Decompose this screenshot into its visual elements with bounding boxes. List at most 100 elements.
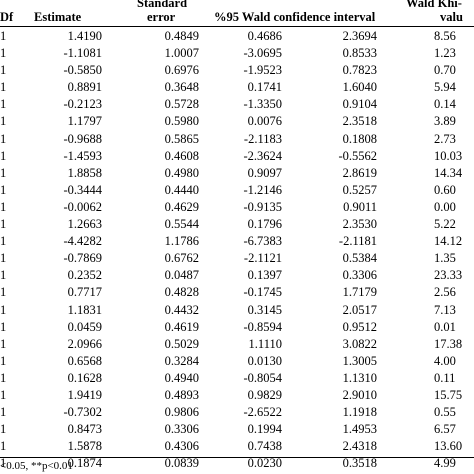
- cell-ci-upper: 2.3518: [342, 114, 377, 129]
- cell-ci-upper: 0.5384: [342, 251, 377, 266]
- cell-estimate: -0.7302: [63, 405, 102, 420]
- cell-estimate: 1.1797: [67, 114, 102, 129]
- cell-wald-value: 17.38: [434, 336, 463, 351]
- cell-df: 1: [0, 302, 7, 317]
- cell-wald-value: 0.70: [434, 63, 456, 78]
- cell-standard-error: 0.3306: [164, 422, 199, 437]
- cell-df: 1: [0, 46, 7, 61]
- cell-estimate: 0.8473: [67, 422, 102, 437]
- cell-estimate: 0.1628: [67, 370, 102, 385]
- table-row: 1 0.0459 0.4619 -0.8594 0.9512 0.01: [0, 319, 474, 336]
- table-row: 1 0.1874 0.0839 0.0230 0.3518 4.99: [0, 455, 474, 472]
- cell-wald-value: 0.01: [434, 319, 456, 334]
- cell-standard-error: 0.3284: [164, 353, 199, 368]
- cell-ci-lower: -0.9135: [243, 199, 282, 214]
- cell-wald-value: 14.12: [434, 234, 463, 249]
- cell-standard-error: 0.4629: [164, 199, 199, 214]
- cell-ci-lower: 0.1796: [247, 217, 282, 232]
- cell-df: 1: [0, 370, 7, 385]
- cell-standard-error: 0.4849: [164, 29, 199, 43]
- cell-ci-upper: 0.9512: [342, 319, 377, 334]
- cell-df: 1: [0, 63, 7, 78]
- table-row: 1 1.2663 0.5544 0.1796 2.3530 5.22: [0, 216, 474, 233]
- cell-ci-lower: -0.8054: [243, 370, 282, 385]
- table-row: 1 1.1831 0.4432 0.3145 2.0517 7.13: [0, 302, 474, 319]
- table-row: 1 -0.7869 0.6762 -2.1121 0.5384 1.35: [0, 250, 474, 267]
- cell-wald-value: 1.23: [434, 46, 456, 61]
- cell-ci-lower: 0.1397: [247, 268, 282, 283]
- cell-wald-value: 13.60: [434, 439, 463, 454]
- cell-standard-error: 0.4828: [164, 285, 199, 300]
- table-row: 1 0.8891 0.3648 0.1741 1.6040 5.94: [0, 79, 474, 96]
- cell-standard-error: 0.0487: [164, 268, 199, 283]
- cell-estimate: 0.6568: [67, 353, 102, 368]
- cell-wald-value: 7.13: [434, 302, 456, 317]
- table-row: 1 0.2352 0.0487 0.1397 0.3306 23.33: [0, 267, 474, 284]
- cell-ci-lower: -1.2146: [243, 182, 282, 197]
- cell-df: 1: [0, 182, 7, 197]
- cell-df: 1: [0, 114, 7, 129]
- cell-ci-upper: 1.3005: [342, 353, 377, 368]
- cell-df: 1: [0, 387, 7, 402]
- cell-df: 1: [0, 131, 7, 146]
- cell-ci-lower: -3.0695: [243, 46, 282, 61]
- cell-wald-value: 4.99: [434, 456, 456, 471]
- cell-standard-error: 1.1786: [164, 234, 199, 249]
- cell-standard-error: 0.4608: [164, 148, 199, 163]
- cell-estimate: -0.9688: [63, 131, 102, 146]
- table-row: 1 -0.7302 0.9806 -2.6522 1.1918 0.55: [0, 404, 474, 421]
- cell-wald-value: 2.73: [434, 131, 456, 146]
- cell-df: 1: [0, 285, 7, 300]
- cell-estimate: 2.0966: [67, 336, 102, 351]
- cell-df: 1: [0, 97, 7, 112]
- cell-df: 1: [0, 148, 7, 163]
- table-row: 1 -0.2123 0.5728 -1.3350 0.9104 0.14: [0, 96, 474, 113]
- cell-ci-lower: 0.7438: [247, 439, 282, 454]
- cell-estimate: 1.9419: [67, 387, 102, 402]
- cell-ci-upper: 0.8533: [342, 46, 377, 61]
- table-row: 1 1.1797 0.5980 0.0076 2.3518 3.89: [0, 113, 474, 130]
- table-row: 1 -0.5850 0.6976 -1.9523 0.7823 0.70: [0, 62, 474, 79]
- table-row: 1 -0.3444 0.4440 -1.2146 0.5257 0.60: [0, 182, 474, 199]
- cell-ci-lower: -1.3350: [243, 97, 282, 112]
- cell-estimate: 1.2663: [67, 217, 102, 232]
- table-row: 1 1.9419 0.4893 0.9829 2.9010 15.75: [0, 387, 474, 404]
- cell-estimate: 0.2352: [67, 268, 102, 283]
- cell-wald-value: 10.03: [434, 148, 463, 163]
- cell-estimate: -4.4282: [63, 234, 102, 249]
- table-row: 1 0.6568 0.3284 0.0130 1.3005 4.00: [0, 353, 474, 370]
- cell-ci-upper: 1.6040: [342, 80, 377, 95]
- cell-ci-lower: 1.1110: [248, 336, 282, 351]
- cell-ci-lower: -0.8594: [243, 319, 282, 334]
- cell-standard-error: 0.6762: [164, 251, 199, 266]
- cell-wald-value: 0.55: [434, 405, 456, 420]
- cell-df: 1: [0, 165, 7, 180]
- cell-estimate: 1.1831: [67, 302, 102, 317]
- cell-ci-upper: 0.5257: [342, 182, 377, 197]
- table-row: 1 -0.0062 0.4629 -0.9135 0.9011 0.00: [0, 199, 474, 216]
- cell-wald-value: 5.22: [434, 217, 456, 232]
- cell-estimate: -1.4593: [63, 148, 102, 163]
- cell-ci-upper: 2.3694: [342, 29, 377, 43]
- cell-standard-error: 0.4306: [164, 439, 199, 454]
- table-row: 1 1.4190 0.4849 0.4686 2.3694 8.56: [0, 28, 474, 45]
- cell-ci-upper: 2.4318: [342, 439, 377, 454]
- cell-estimate: -1.1081: [63, 46, 102, 61]
- cell-df: 1: [0, 199, 7, 214]
- cell-estimate: 0.0459: [67, 319, 102, 334]
- header-standard-error-line2: error: [147, 10, 176, 24]
- cell-standard-error: 0.4619: [164, 319, 199, 334]
- cell-df: 1: [0, 217, 7, 232]
- cell-ci-upper: 0.7823: [342, 63, 377, 78]
- cell-wald-value: 0.00: [434, 199, 456, 214]
- cell-df: 1: [0, 353, 7, 368]
- cell-wald-value: 0.14: [434, 97, 456, 112]
- cell-ci-upper: 1.1310: [342, 370, 377, 385]
- cell-wald-value: 0.60: [434, 182, 456, 197]
- cell-ci-lower: -1.9523: [243, 63, 282, 78]
- cell-wald-value: 14.34: [434, 165, 463, 180]
- header-wald-ci: %95 Wald confidence interval: [214, 10, 376, 24]
- cell-estimate: 0.8891: [67, 80, 102, 95]
- cell-estimate: -0.7869: [63, 251, 102, 266]
- cell-ci-upper: 0.1808: [342, 131, 377, 146]
